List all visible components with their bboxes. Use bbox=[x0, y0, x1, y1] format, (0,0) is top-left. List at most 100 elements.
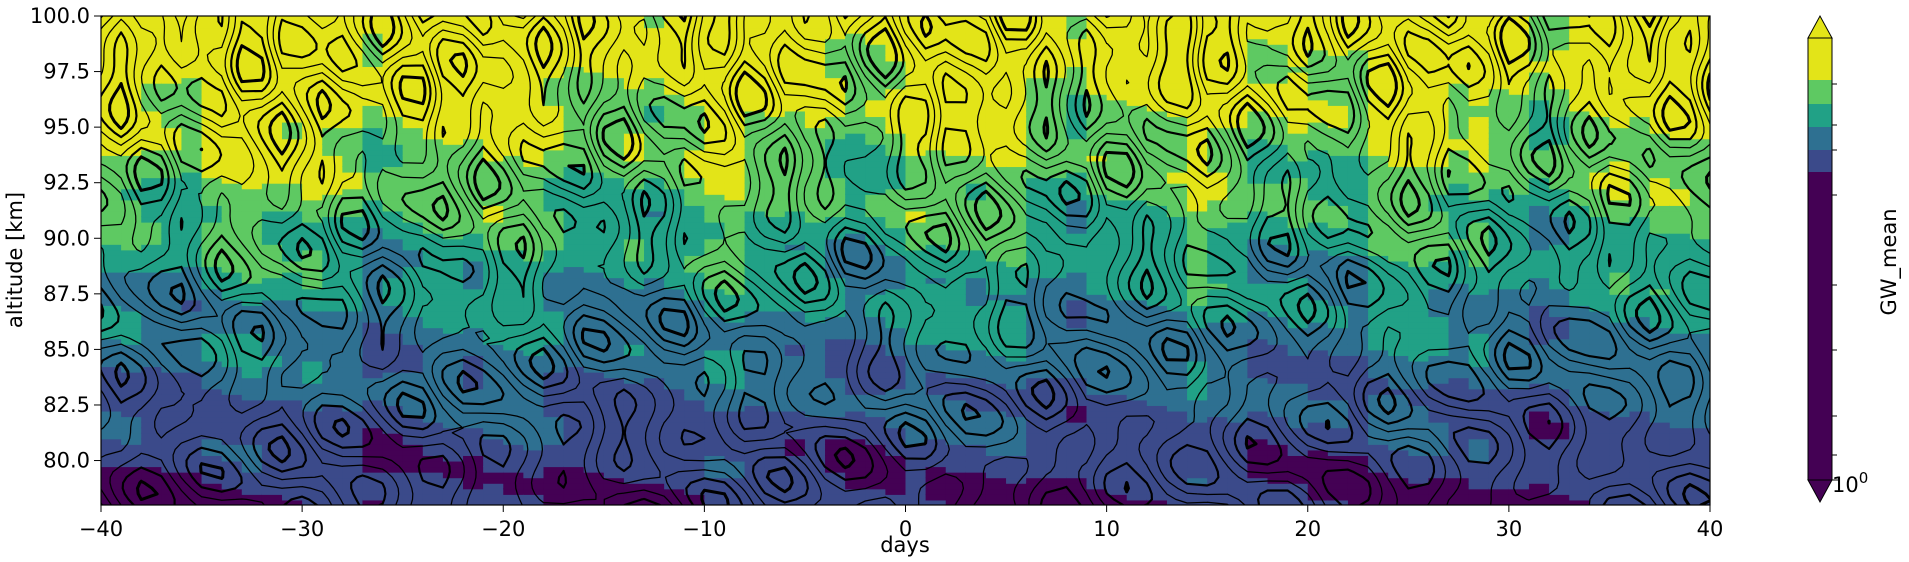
contour-fill-cell bbox=[201, 177, 223, 184]
contour-fill-cell bbox=[261, 499, 284, 505]
contour-fill-cell bbox=[261, 121, 284, 129]
contour-fill-cell bbox=[442, 171, 465, 179]
contour-fill-cell bbox=[201, 27, 223, 34]
contour-fill-cell bbox=[241, 410, 263, 418]
contour-fill-cell bbox=[101, 271, 123, 279]
contour-fill-cell bbox=[241, 266, 263, 273]
contour-fill-cell bbox=[463, 371, 485, 379]
contour-fill-cell bbox=[322, 471, 344, 479]
contour-fill-cell bbox=[342, 132, 364, 140]
contour-fill-cell bbox=[141, 104, 163, 112]
contour-fill-cell bbox=[282, 38, 304, 45]
contour-fill-cell bbox=[282, 449, 304, 456]
contour-fill-cell bbox=[261, 454, 284, 462]
contour-fill-cell bbox=[141, 27, 163, 34]
contour-fill-cell bbox=[181, 49, 203, 56]
contour-fill-cell bbox=[382, 54, 404, 62]
contour-fill-cell bbox=[442, 49, 465, 56]
contour-fill-cell bbox=[221, 88, 243, 95]
contour-fill-cell bbox=[422, 154, 444, 162]
contour-fill-cell bbox=[362, 360, 384, 368]
contour-fill-cell bbox=[342, 493, 364, 501]
contour-fill-cell bbox=[141, 154, 163, 162]
contour-fill-cell bbox=[221, 204, 243, 212]
contour-fill-cell bbox=[523, 399, 545, 406]
contour-fill-cell bbox=[261, 143, 284, 151]
contour-fill-cell bbox=[181, 182, 203, 190]
contour-fill-cell bbox=[121, 277, 143, 284]
contour-fill-cell bbox=[402, 143, 424, 151]
contour-fill-cell bbox=[201, 99, 223, 106]
contour-fill-cell bbox=[261, 349, 284, 356]
contour-fill-cell bbox=[201, 338, 223, 345]
contour-fill-cell bbox=[141, 266, 163, 273]
contour-fill-cell bbox=[282, 238, 304, 245]
contour-fill-cell bbox=[503, 471, 525, 479]
contour-fill-cell bbox=[503, 293, 525, 301]
contour-fill-cell bbox=[523, 421, 545, 429]
contour-fill-cell bbox=[302, 460, 324, 468]
contour-fill-cell bbox=[483, 443, 505, 451]
contour-fill-cell bbox=[322, 399, 344, 406]
contour-fill-cell bbox=[101, 216, 123, 223]
contour-fill-cell bbox=[463, 143, 485, 151]
contour-fill-cell bbox=[101, 477, 123, 484]
contour-fill-cell bbox=[282, 121, 304, 129]
contour-fill-cell bbox=[422, 338, 444, 345]
contour-fill-cell bbox=[463, 299, 485, 306]
contour-fill-cell bbox=[161, 188, 183, 195]
contour-fill-cell bbox=[402, 482, 424, 490]
contour-fill-cell bbox=[181, 399, 203, 406]
contour-fill-cell bbox=[201, 254, 223, 262]
contour-fill-cell bbox=[523, 377, 545, 384]
contour-fill-cell bbox=[503, 466, 525, 473]
contour-fill-cell bbox=[181, 316, 203, 323]
contour-fill-cell bbox=[282, 421, 304, 429]
contour-fill-cell bbox=[503, 477, 525, 484]
contour-fill-cell bbox=[503, 27, 525, 34]
contour-fill-cell bbox=[342, 416, 364, 423]
contour-fill-cell bbox=[463, 349, 485, 356]
contour-fill-cell bbox=[282, 216, 304, 223]
contour-fill-cell bbox=[241, 110, 263, 118]
contour-fill-cell bbox=[241, 143, 263, 151]
contour-fill-cell bbox=[402, 404, 424, 412]
contour-fill-cell bbox=[322, 143, 344, 151]
contour-fill-cell bbox=[322, 260, 344, 268]
contour-fill-cell bbox=[121, 360, 143, 368]
contour-fill-cell bbox=[402, 327, 424, 334]
contour-fill-cell bbox=[261, 377, 284, 384]
contour-fill-cell bbox=[161, 493, 183, 501]
contour-fill-cell bbox=[282, 404, 304, 412]
contour-fill-cell bbox=[322, 127, 344, 134]
contour-fill-cell bbox=[523, 449, 545, 456]
contour-fill-cell bbox=[382, 321, 404, 329]
contour-fill-cell bbox=[302, 293, 324, 301]
contour-fill-cell bbox=[503, 488, 525, 495]
contour-fill-cell bbox=[141, 54, 163, 62]
contour-fill-cell bbox=[422, 366, 444, 373]
contour-fill-cell bbox=[302, 427, 324, 434]
contour-fill-cell bbox=[161, 482, 183, 490]
contour-fill-cell bbox=[442, 466, 465, 473]
contour-fill-cell bbox=[342, 138, 364, 145]
contour-fill-cell bbox=[402, 499, 424, 505]
contour-fill-cell bbox=[282, 299, 304, 306]
contour-fill-cell bbox=[241, 371, 263, 379]
contour-fill-cell bbox=[282, 221, 304, 229]
contour-fill-cell bbox=[181, 77, 203, 84]
contour-fill-cell bbox=[201, 182, 223, 190]
contour-fill-cell bbox=[141, 371, 163, 379]
contour-fill-cell bbox=[161, 21, 183, 29]
contour-fill-cell bbox=[362, 343, 384, 351]
contour-fill-cell bbox=[282, 443, 304, 451]
contour-fill-cell bbox=[402, 254, 424, 262]
contour-fill-cell bbox=[241, 449, 263, 456]
contour-fill-cell bbox=[141, 127, 163, 134]
contour-fill-cell bbox=[181, 88, 203, 95]
contour-fill-cell bbox=[282, 199, 304, 206]
contour-fill-cell bbox=[101, 88, 123, 95]
contour-fill-cell bbox=[463, 132, 485, 140]
contour-fill-cell bbox=[201, 388, 223, 395]
contour-fill-cell bbox=[101, 210, 123, 218]
